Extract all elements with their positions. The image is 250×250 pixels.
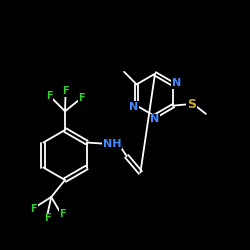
Text: NH: NH: [103, 139, 122, 149]
Text: F: F: [46, 91, 53, 101]
Text: F: F: [62, 86, 69, 96]
Text: S: S: [187, 98, 196, 111]
Text: N: N: [129, 102, 138, 112]
Text: F: F: [78, 93, 85, 103]
Text: F: F: [30, 204, 37, 214]
Text: N: N: [172, 78, 181, 88]
Text: F: F: [44, 213, 51, 223]
Text: F: F: [60, 209, 66, 219]
Text: N: N: [150, 114, 160, 124]
